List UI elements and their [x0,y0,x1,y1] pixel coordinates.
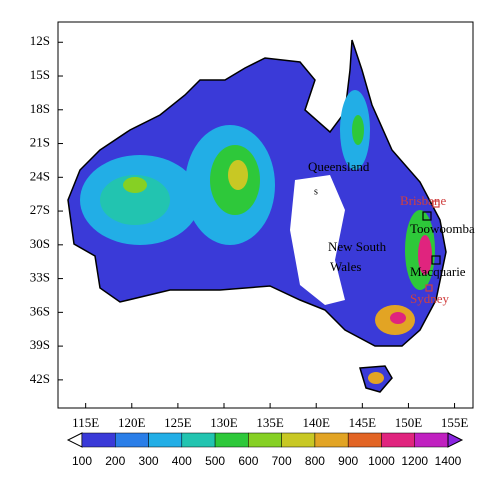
colorbar-label: 200 [105,454,125,468]
place-label: s [314,186,318,197]
lon-tick-label: 135E [256,415,284,430]
lon-tick-label: 120E [118,415,146,430]
site-markers [422,200,441,292]
place-label: Brisbane [400,193,446,208]
colorbar-segment [281,432,316,448]
lon-tick-label: 150E [395,415,423,430]
map-frame [57,21,474,409]
colorbar-segment [347,432,382,448]
place-label: New South [328,239,387,254]
place-label: Sydney [410,291,450,306]
colorbar-label: 400 [172,454,192,468]
lat-tick-label: 21S [30,135,50,150]
colorbar-segment [381,432,415,448]
land [67,39,447,393]
lat-tick-label: 36S [30,303,50,318]
colorbar-label: 1400 [435,454,462,468]
rain-blobs [80,90,435,384]
place-label: Queensland [308,159,370,174]
colorbar-segment [81,432,116,448]
lat-tick-label: 33S [30,270,50,285]
colorbar-label: 100 [72,454,92,468]
colorbar-segment [214,432,249,448]
lat-tick-label: 27S [30,202,50,217]
colorbar-segment [115,432,149,448]
colorbar-label: 1200 [401,454,428,468]
lon-tick-label: 155E [441,415,469,430]
lat-tick-label: 30S [30,236,50,251]
place-label: Macquarie [410,264,466,279]
colorbar-label: 500 [205,454,225,468]
lat-tick-label: 42S [30,371,50,386]
colorbar-end [66,432,83,448]
lat-tick-label: 15S [30,67,50,82]
lon-tick-label: 140E [302,415,330,430]
colorbar-label: 300 [139,454,159,468]
colorbar-segment [181,432,216,448]
colorbar-label: 1000 [368,454,395,468]
lat-tick-label: 18S [30,101,50,116]
place-label: Wales [330,259,361,274]
lon-tick-label: 130E [210,415,238,430]
colorbar-segment [148,432,183,448]
lon-tick-label: 145E [349,415,377,430]
lon-tick-label: 125E [164,415,192,430]
colorbar-segment [248,432,282,448]
lat-tick-label: 39S [30,337,50,352]
colorbar-label: 800 [305,454,325,468]
lat-tick-label: 12S [30,33,50,48]
lat-tick-label: 24S [30,168,50,183]
place-label: Toowoomba [410,221,475,236]
lon-tick-label: 115E [72,415,99,430]
colorbar-segment [314,432,349,448]
colorbar-end [447,432,464,448]
colorbar-label: 600 [238,454,258,468]
colorbar-label: 900 [338,454,358,468]
colorbar-segment [414,432,449,448]
colorbar-label: 700 [272,454,292,468]
